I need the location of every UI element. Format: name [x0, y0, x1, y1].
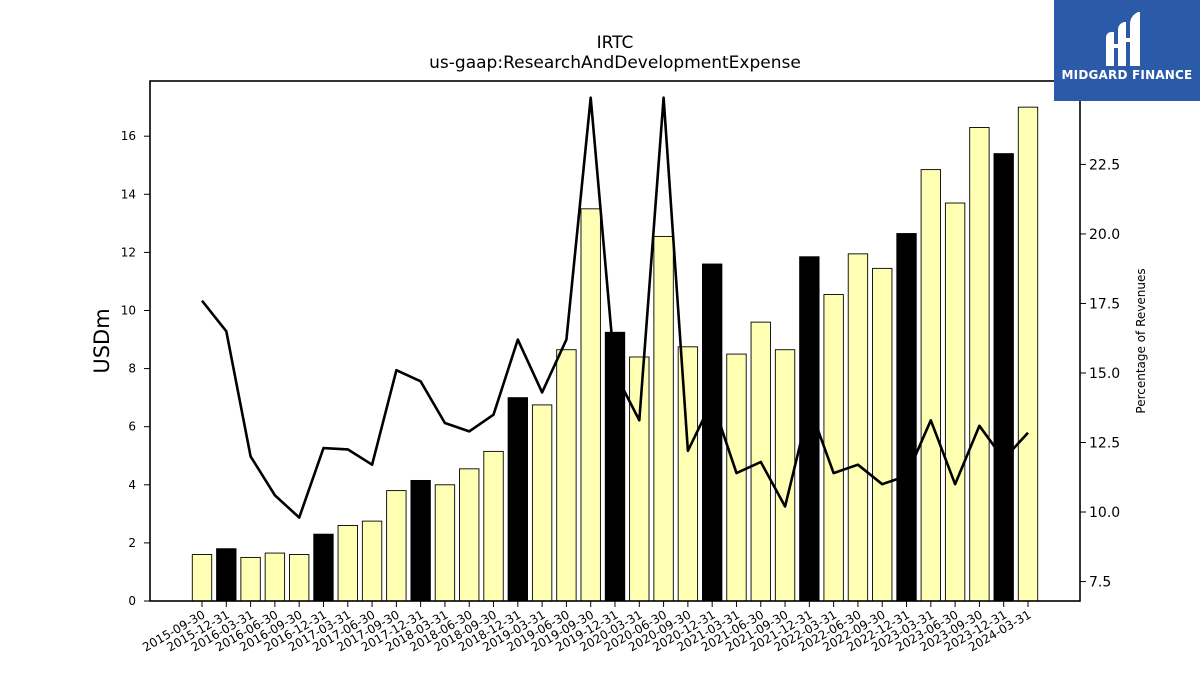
y2-tick-label: 17.5 [1089, 296, 1120, 312]
bar [459, 468, 480, 602]
bar [993, 153, 1014, 602]
y2-tick-label: 15.0 [1089, 366, 1120, 382]
bar [386, 490, 407, 602]
bar [920, 169, 941, 602]
bar [313, 533, 334, 602]
brand-name: MIDGARD FINANCE [1061, 68, 1193, 82]
bar [944, 202, 966, 602]
y-tick-label: 14 [121, 187, 136, 201]
y2-axis-label: Percentage of Revenues [1134, 268, 1148, 413]
bar [677, 346, 699, 602]
bar [483, 450, 504, 602]
y-axis-left: 0 2 4 6 8 10 12 14 16 [121, 129, 150, 608]
x-axis: 2015-09-302015-12-312016-03-312016-06-30… [140, 601, 1034, 654]
y-tick-label: 0 [128, 594, 136, 608]
y2-tick-label: 10.0 [1089, 505, 1120, 521]
y-tick-label: 6 [128, 420, 136, 434]
line-series [200, 96, 1029, 519]
bar [264, 552, 286, 602]
bar [702, 263, 723, 602]
bar [799, 256, 820, 602]
midgard-logo-icon [1106, 12, 1140, 66]
bar [240, 556, 261, 602]
bar [191, 554, 213, 602]
y-axis-label: USDm [90, 308, 114, 373]
y-tick-label: 4 [128, 478, 136, 492]
percentage-line [200, 96, 1029, 519]
bar [896, 233, 917, 602]
chart-subtitle: us-gaap:ResearchAndDevelopmentExpense [429, 53, 801, 73]
bar [872, 267, 893, 602]
y-tick-label: 8 [128, 362, 136, 376]
bar [289, 554, 310, 602]
bar [653, 235, 674, 602]
bar [410, 479, 431, 602]
bar [556, 349, 577, 602]
bar [969, 127, 990, 602]
y2-tick-label: 22.5 [1089, 157, 1120, 173]
bar [726, 353, 747, 602]
y-tick-label: 10 [121, 303, 136, 317]
bar-series [191, 106, 1039, 602]
bar [361, 520, 383, 602]
chart-title: IRTC [597, 33, 634, 53]
y-axis-right: 7.5 10.0 12.5 15.0 17.5 20.0 22.5 [1080, 157, 1120, 591]
brand-logo: MIDGARD FINANCE [1054, 0, 1200, 101]
bar [629, 356, 650, 602]
y-tick-label: 2 [128, 536, 136, 550]
bar [847, 253, 869, 602]
y-tick-label: 12 [121, 245, 136, 259]
y-tick-label: 16 [121, 129, 136, 143]
bar [216, 548, 237, 602]
bar [507, 397, 528, 602]
y2-tick-label: 7.5 [1089, 575, 1111, 591]
y2-tick-label: 12.5 [1089, 435, 1120, 451]
bar [531, 404, 553, 602]
y2-tick-label: 20.0 [1089, 227, 1120, 243]
bar [337, 525, 358, 602]
bar [580, 208, 601, 602]
bar [823, 294, 844, 602]
bar [1017, 106, 1039, 602]
bar [434, 484, 456, 602]
